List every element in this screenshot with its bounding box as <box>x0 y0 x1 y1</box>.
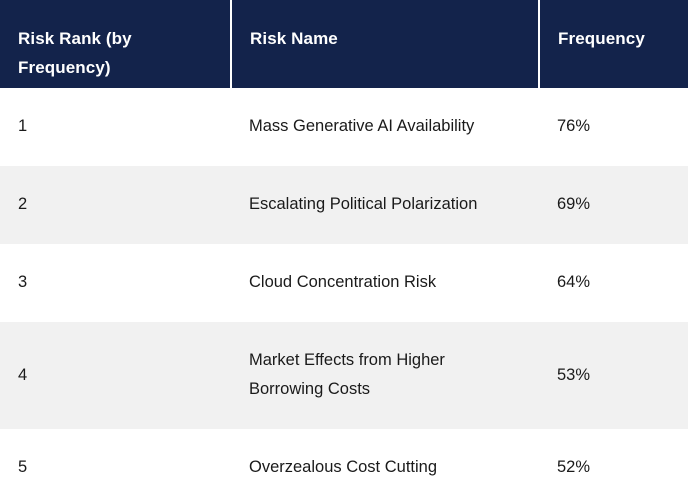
table-row: 3 Cloud Concentration Risk 64% <box>0 244 688 322</box>
risk-name-cell: Overzealous Cost Cutting <box>249 458 438 476</box>
table-row: 2 Escalating Political Polarization 69% <box>0 166 688 244</box>
risk-name-cell: Escalating Political Polarization <box>249 195 478 213</box>
rank-cell: 4 <box>18 365 28 384</box>
frequency-cell: 52% <box>557 458 591 476</box>
table-row: 1 Mass Generative AI Availability 76% <box>0 88 688 166</box>
risk-name-cell: Mass Generative AI Availability <box>249 117 475 135</box>
frequency-cell: 53% <box>557 365 591 384</box>
rank-cell: 2 <box>18 195 28 213</box>
column-header-risk-name: Risk Name <box>231 0 540 88</box>
table-body: 1 Mass Generative AI Availability 76% 2 … <box>0 88 688 495</box>
header-row: Risk Rank (by Frequency) Risk Name Frequ… <box>0 0 688 88</box>
column-header-risk-rank: Risk Rank (by Frequency) <box>0 0 232 88</box>
rank-cell: 5 <box>18 458 28 476</box>
table-row: 5 Overzealous Cost Cutting 52% <box>0 429 688 495</box>
table-row: 4 Market Effects from Higher Borrowing C… <box>0 322 688 429</box>
frequency-cell: 76% <box>557 117 591 135</box>
table-header: Risk Rank (by Frequency) Risk Name Frequ… <box>0 0 688 88</box>
risk-name-cell: Cloud Concentration Risk <box>249 273 437 291</box>
rank-cell: 1 <box>18 117 28 135</box>
frequency-cell: 64% <box>557 273 591 291</box>
risk-name-cell: Market Effects from Higher Borrowing Cos… <box>249 351 445 398</box>
column-header-frequency: Frequency <box>539 0 688 88</box>
frequency-cell: 69% <box>557 195 591 213</box>
rank-cell: 3 <box>18 273 28 291</box>
